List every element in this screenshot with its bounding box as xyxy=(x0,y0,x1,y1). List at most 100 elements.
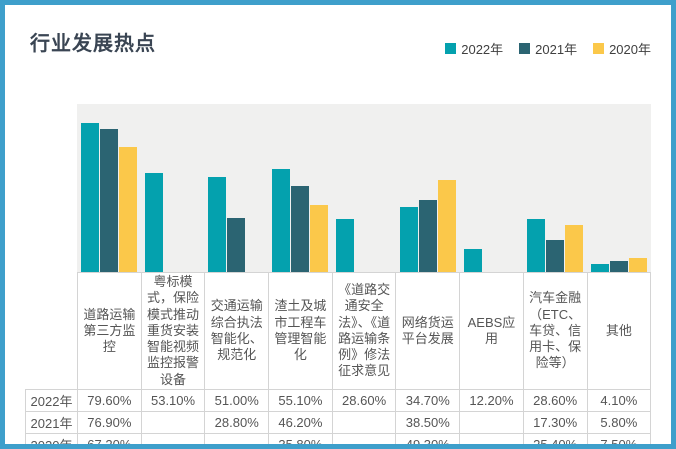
table-header-cell-8: 其他 xyxy=(586,272,652,390)
table-cell-1-8: 5.80% xyxy=(586,410,652,434)
legend-swatch-icon xyxy=(519,43,531,54)
bar-group-2 xyxy=(205,104,269,272)
table-cell-2-0: 67.20% xyxy=(77,432,142,444)
table-cell-1-2: 28.80% xyxy=(204,410,270,434)
table-cell-2-7: 25.40% xyxy=(522,432,588,444)
table-cell-0-2: 51.00% xyxy=(204,388,270,412)
chart-title: 行业发展热点 xyxy=(30,33,156,55)
table-cell-0-7: 28.60% xyxy=(522,388,588,412)
table-header-cell-4: 《道路交通安全法》、《道路运输条例》修法征求意见 xyxy=(331,272,397,390)
table-cell-0-3: 55.10% xyxy=(268,388,333,412)
bar-2022年-8 xyxy=(591,264,610,272)
bar-slot xyxy=(118,104,137,272)
bar-slot xyxy=(164,104,182,272)
bar-slot xyxy=(591,104,610,272)
bar-2022年-0 xyxy=(80,123,99,272)
bar-slot xyxy=(355,104,373,272)
legend-item-2020年: 2020年 xyxy=(593,39,651,58)
bar-group-5 xyxy=(396,104,460,272)
table-cell-1-7: 17.30% xyxy=(522,410,588,434)
bar-2020年-7 xyxy=(565,224,584,272)
bar-slot xyxy=(610,104,629,272)
bar-2020年-3 xyxy=(310,205,329,272)
bar-slot xyxy=(629,104,648,272)
table-cell-1-5: 38.50% xyxy=(395,410,461,434)
chart-legend: 2022年 2021年 2020年 xyxy=(445,39,651,58)
bar-group-3 xyxy=(268,104,332,272)
table-cell-1-1 xyxy=(140,410,206,434)
bar-group-7 xyxy=(523,104,587,272)
bar-slot xyxy=(246,104,264,272)
bar-slot xyxy=(183,104,201,272)
bar-slot xyxy=(399,104,418,272)
table-cell-2-1 xyxy=(140,432,206,444)
bar-slot xyxy=(227,104,246,272)
bar-slot xyxy=(565,104,584,272)
table-cell-0-8: 4.10% xyxy=(586,388,652,412)
table-cell-2-5: 49.30% xyxy=(395,432,461,444)
table-header-cell-7: 汽车金融（ETC、车贷、信用卡、保险等） xyxy=(522,272,588,390)
table-cell-2-4 xyxy=(331,432,397,444)
bar-group-4 xyxy=(332,104,396,272)
legend-item-2021年: 2021年 xyxy=(519,39,577,58)
bar-2022年-6 xyxy=(463,249,482,272)
table-cell-0-6: 12.20% xyxy=(459,388,524,412)
bar-slot xyxy=(80,104,99,272)
table-corner-cell xyxy=(25,272,78,390)
bar-2020年-8 xyxy=(629,258,648,272)
legend-label: 2020年 xyxy=(609,42,651,57)
plot-area xyxy=(77,104,651,272)
bar-slot xyxy=(310,104,329,272)
bar-2022年-7 xyxy=(527,218,546,272)
table-row-label: 2022年 xyxy=(25,388,78,412)
table-header-cell-5: 网络货运平台发展 xyxy=(395,272,461,390)
bar-slot xyxy=(374,104,392,272)
table-cell-1-4 xyxy=(331,410,397,434)
bar-slot xyxy=(144,104,163,272)
bar-group-0 xyxy=(77,104,141,272)
table-cell-1-0: 76.90% xyxy=(77,410,142,434)
table-cell-1-6 xyxy=(459,410,524,434)
table-row-2021年: 2021年 76.90% 28.80% 46.20% 38.50% 17.30% 5.80% xyxy=(25,410,652,434)
bar-slot xyxy=(291,104,310,272)
table-header-row: 道路运输第三方监控 粤标模式，保险模式推动重货安装智能视频监控报警设备 交通运输综合… xyxy=(25,272,652,390)
bar-2022年-4 xyxy=(336,218,355,272)
bar-2021年-2 xyxy=(227,218,246,272)
table-cell-0-0: 79.60% xyxy=(77,388,142,412)
table-cell-0-5: 34.70% xyxy=(395,388,461,412)
bar-2020年-0 xyxy=(118,146,137,272)
table-cell-2-3: 35.80% xyxy=(268,432,333,444)
bar-2021年-8 xyxy=(610,261,629,272)
table-header-cell-3: 渣土及城市工程车管理智能化 xyxy=(268,272,333,390)
bar-slot xyxy=(418,104,437,272)
bar-2022年-5 xyxy=(399,207,418,272)
table-header-cell-2: 交通运输综合执法智能化、规范化 xyxy=(204,272,270,390)
table-cell-2-6 xyxy=(459,432,524,444)
bar-2020年-5 xyxy=(437,180,456,272)
table-header-cell-1: 粤标模式，保险模式推动重货安装智能视频监控报警设备 xyxy=(140,272,206,390)
bar-slot xyxy=(546,104,565,272)
table-row-label: 2021年 xyxy=(25,410,78,434)
bar-slot xyxy=(437,104,456,272)
bar-2022年-1 xyxy=(144,172,163,272)
bar-slot xyxy=(502,104,520,272)
bar-slot xyxy=(99,104,118,272)
bar-slot xyxy=(483,104,501,272)
bar-2022年-3 xyxy=(272,169,291,272)
table-cell-2-2 xyxy=(204,432,270,444)
table-cell-1-3: 46.20% xyxy=(268,410,333,434)
bar-2021年-7 xyxy=(546,239,565,272)
table-header-cell-0: 道路运输第三方监控 xyxy=(77,272,142,390)
table-cell-2-8: 7.50% xyxy=(586,432,652,444)
bar-slot xyxy=(336,104,355,272)
legend-swatch-icon xyxy=(445,43,457,54)
bar-2022年-2 xyxy=(208,176,227,272)
table-header-cell-6: AEBS应用 xyxy=(459,272,524,390)
legend-label: 2022年 xyxy=(461,42,504,57)
table-cell-0-4: 28.60% xyxy=(331,388,397,412)
table-row-2020年: 2020年 67.20% 35.80% 49.30% 25.40% 7.50% xyxy=(25,432,652,444)
bar-slot xyxy=(272,104,291,272)
legend-swatch-icon xyxy=(593,43,605,54)
bar-group-6 xyxy=(460,104,524,272)
